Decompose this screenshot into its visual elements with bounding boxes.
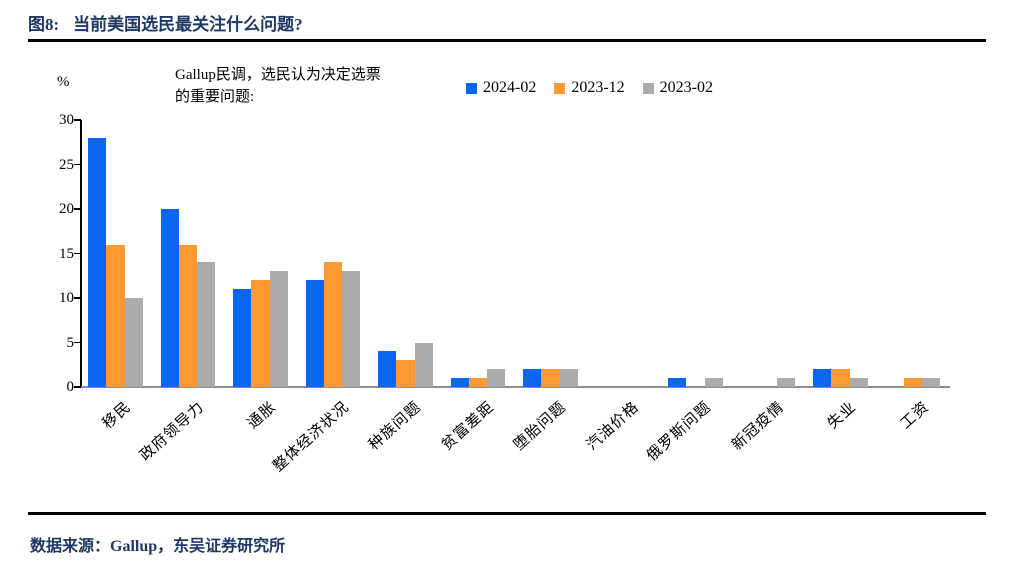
- y-tick-mark: [74, 119, 81, 121]
- x-axis-label: 失业: [825, 398, 860, 433]
- legend-label: 2023-02: [659, 79, 713, 96]
- x-axis-line: [80, 385, 950, 388]
- legend-item-2024-02: 2024-02: [466, 79, 536, 97]
- chart-annotation: Gallup民调，选民认为决定选票 的重要问题:: [175, 64, 381, 108]
- bar-2023-12-失业: [831, 369, 850, 387]
- y-tick-label: 20: [59, 201, 74, 217]
- legend-swatch: [554, 83, 566, 94]
- bar-2023-02-移民: [124, 298, 143, 387]
- legend-item-2023-12: 2023-12: [554, 79, 625, 97]
- bar-2023-02-新冠疫情: [777, 378, 796, 387]
- x-axis-label: 种族问题: [366, 398, 425, 454]
- x-axis-label: 移民: [100, 398, 135, 433]
- y-tick-label: 15: [59, 245, 74, 262]
- figure-number: 图8:: [28, 15, 60, 34]
- y-tick-mark: [74, 252, 81, 255]
- bar-2023-02-工资: [922, 378, 941, 387]
- y-tick-mark: [74, 163, 81, 166]
- legend-label: 2023-12: [571, 79, 625, 96]
- x-axis-label: 政府领导力: [137, 398, 208, 465]
- bar-2023-02-失业: [849, 378, 868, 387]
- bar-2023-12-整体经济状况: [323, 262, 343, 387]
- bar-2024-02-贫富差距: [450, 378, 469, 387]
- x-axis-label: 堕胎问题: [511, 398, 570, 454]
- bar-2024-02-整体经济状况: [305, 280, 324, 387]
- bar-2023-02-政府领导力: [197, 262, 216, 387]
- bar-2024-02-失业: [813, 369, 832, 387]
- bar-2024-02-种族问题: [378, 351, 397, 387]
- legend-swatch: [642, 83, 654, 94]
- y-tick-mark: [74, 208, 81, 210]
- x-axis-label: 汽油价格: [584, 398, 643, 454]
- bar-2023-12-贫富差距: [468, 378, 488, 387]
- bar-2024-02-堕胎问题: [523, 369, 542, 387]
- bar-2023-12-堕胎问题: [541, 369, 560, 387]
- y-tick-mark: [74, 341, 81, 344]
- y-tick-label: 30: [59, 112, 74, 128]
- y-tick-label: 5: [66, 334, 75, 351]
- y-axis-unit-label: %: [57, 74, 70, 90]
- bar-2023-12-移民: [106, 244, 125, 387]
- x-axis-label: 俄罗斯问题: [644, 398, 715, 465]
- top-divider: [28, 39, 986, 42]
- x-axis-label: 整体经济状况: [270, 398, 353, 476]
- legend: 2024-02 2023-12 2023-02: [466, 79, 713, 97]
- bar-2024-02-移民: [88, 137, 107, 387]
- figure-title-text: 当前美国选民最关注什么问题?: [73, 15, 303, 34]
- bar-2024-02-通胀: [233, 289, 252, 387]
- legend-label: 2024-02: [483, 79, 537, 96]
- bar-2023-02-通胀: [269, 271, 288, 387]
- bar-2023-02-种族问题: [414, 342, 433, 387]
- chart-annotation-line1: Gallup民调，选民认为决定选票: [175, 67, 381, 83]
- x-axis-label: 贫富差距: [439, 398, 498, 454]
- legend-swatch: [466, 83, 477, 94]
- bar-2023-02-堕胎问题: [559, 369, 578, 387]
- y-tick-label: 0: [66, 379, 75, 395]
- legend-item-2023-02: 2023-02: [642, 79, 713, 97]
- y-tick-mark: [74, 297, 81, 299]
- bar-2023-12-通胀: [251, 280, 270, 387]
- data-source: 数据来源：Gallup，东吴证券研究所: [30, 538, 286, 555]
- bar-2023-12-政府领导力: [178, 244, 198, 387]
- bar-2023-02-贫富差距: [487, 369, 506, 387]
- bar-2023-02-俄罗斯问题: [704, 378, 723, 387]
- x-axis-label: 新冠疫情: [729, 398, 788, 454]
- x-axis-label: 工资: [897, 398, 933, 433]
- y-tick-label: 10: [59, 290, 74, 306]
- x-axis-label: 通胀: [245, 398, 280, 433]
- figure-title: 图8: 当前美国选民最关注什么问题?: [28, 10, 303, 35]
- bar-2023-02-整体经济状况: [342, 271, 361, 387]
- y-tick-mark: [74, 386, 81, 388]
- bar-2024-02-政府领导力: [160, 209, 179, 387]
- bar-2024-02-俄罗斯问题: [668, 378, 687, 387]
- bottom-divider: [28, 512, 986, 515]
- bar-2023-12-种族问题: [396, 360, 415, 387]
- chart-annotation-line2: 的重要问题:: [175, 89, 255, 105]
- bar-2023-12-工资: [903, 378, 923, 387]
- y-tick-label: 25: [59, 156, 74, 173]
